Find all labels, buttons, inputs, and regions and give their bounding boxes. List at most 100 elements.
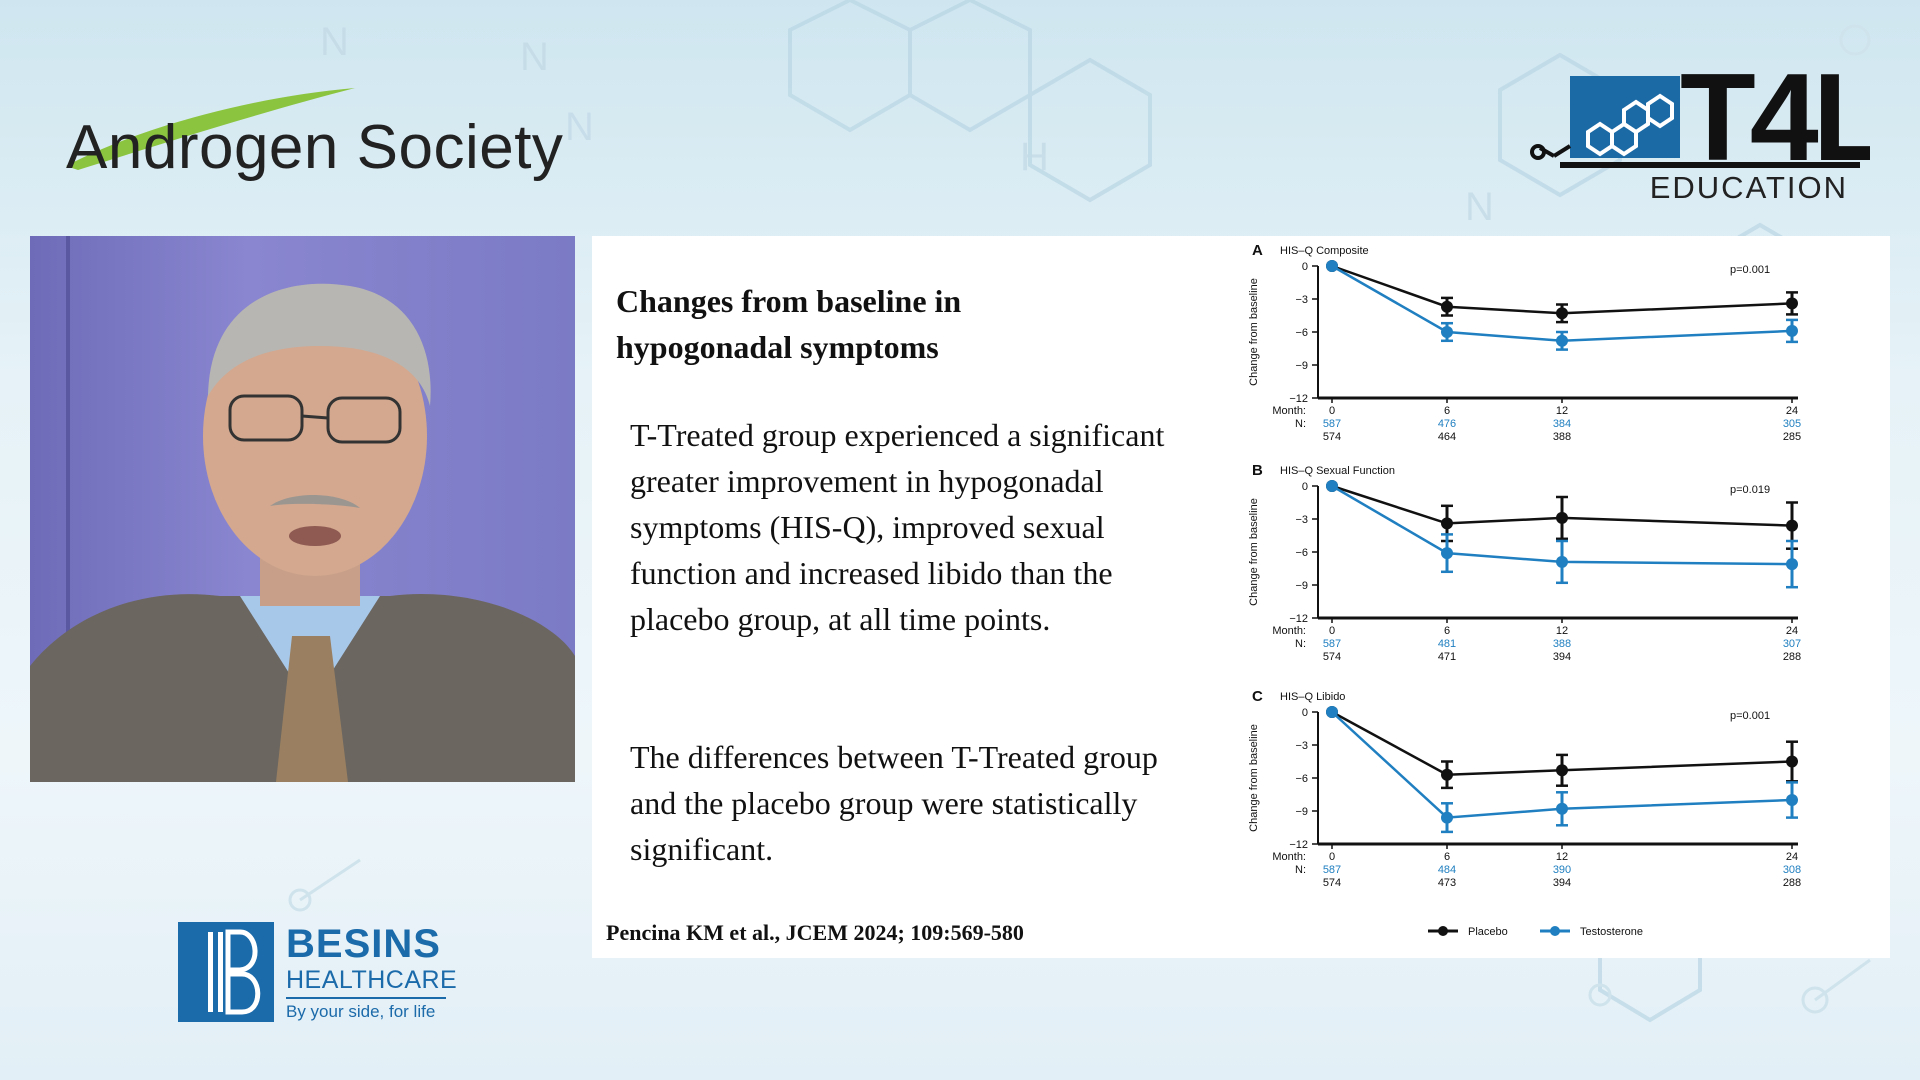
placebo-series-line <box>1331 484 1793 527</box>
speaker-figure <box>30 236 575 782</box>
p-value-label: p=0.001 <box>1730 710 1770 722</box>
slide-reference: Pencina KM et al., JCEM 2024; 109:569-58… <box>606 920 1024 945</box>
testosterone-data-point <box>1441 547 1453 560</box>
y-tick-label: −6 <box>1295 327 1308 339</box>
testosterone-data-point <box>1326 260 1338 272</box>
n-placebo-label: 574 <box>1323 651 1341 663</box>
testosterone-data-point <box>1556 802 1568 815</box>
panel-letter: B <box>1252 462 1263 479</box>
placebo-data-point <box>1786 297 1798 310</box>
his-q-charts: A HIS–Q Composite p=0.001 Change from basel… <box>1248 242 1801 938</box>
testosterone-legend-label: Testosterone <box>1580 926 1643 938</box>
n-placebo-label: 388 <box>1553 431 1571 443</box>
testosterone-data-point <box>1786 794 1798 806</box>
x-axis-prefix: Month: <box>1272 851 1306 863</box>
n-placebo-label: 285 <box>1783 431 1801 443</box>
placebo-data-point <box>1786 755 1798 768</box>
t4l-mark: T4L <box>1530 49 1891 187</box>
panel-letter: C <box>1252 688 1263 705</box>
slide-paragraph-2: The differences between T-Treated group … <box>630 739 1158 867</box>
placebo-data-point <box>1556 764 1568 777</box>
n-testosterone-label: 384 <box>1553 418 1571 430</box>
chart-panel-c: C HIS–Q Libido p=0.001 Change from baseline… <box>1248 688 1801 889</box>
n-testosterone-label: 481 <box>1438 638 1456 650</box>
testosterone-legend-marker <box>1550 926 1560 936</box>
besins-healthcare-logo: BESINS HEALTHCARE By your side, for life <box>178 922 458 1026</box>
n-testosterone-label: 305 <box>1783 418 1801 430</box>
x-tick-label: 0 <box>1329 405 1335 417</box>
testosterone-data-point <box>1556 334 1568 347</box>
besins-mark <box>178 922 274 1022</box>
x-tick-label: 6 <box>1444 851 1450 863</box>
svg-text:N: N <box>565 105 594 149</box>
besins-name: BESINS <box>286 922 441 966</box>
placebo-series-line <box>1331 264 1793 315</box>
y-tick-label: −9 <box>1295 580 1308 592</box>
chart-panel-b: B HIS–Q Sexual Function p=0.019 Change from… <box>1248 462 1801 663</box>
chart-legend: Placebo Testosterone <box>1428 926 1643 938</box>
y-tick-label: 0 <box>1302 707 1308 719</box>
n-testosterone-label: 587 <box>1323 638 1341 650</box>
svg-text:N: N <box>1465 185 1494 229</box>
n-prefix: N: <box>1295 638 1306 650</box>
x-tick-label: 12 <box>1556 851 1568 863</box>
testosterone-data-point <box>1326 480 1338 492</box>
n-testosterone-label: 476 <box>1438 418 1456 430</box>
slide-title: Changes from baseline in hypogonadal sym… <box>616 283 962 365</box>
testosterone-series-line <box>1331 264 1793 343</box>
n-testosterone-label: 390 <box>1553 864 1571 876</box>
swoosh-icon <box>66 88 355 170</box>
n-placebo-label: 394 <box>1553 877 1571 889</box>
n-placebo-label: 464 <box>1438 431 1456 443</box>
x-tick-label: 24 <box>1786 851 1798 863</box>
y-axis-label: Change from baseline <box>1248 724 1260 832</box>
presentation-slide: Changes from baseline in hypogonadal sym… <box>592 236 1890 958</box>
svg-text:N: N <box>320 20 349 64</box>
y-tick-label: −12 <box>1289 393 1308 405</box>
x-axis-prefix: Month: <box>1272 625 1306 637</box>
androgen-society-name: Androgen Society <box>66 113 564 182</box>
androgen-society-logo: Androgen Society <box>60 80 580 190</box>
placebo-data-point <box>1556 307 1568 320</box>
chart-title: HIS–Q Composite <box>1280 245 1369 257</box>
y-axis-label: Change from baseline <box>1248 278 1260 386</box>
y-tick-label: −6 <box>1295 773 1308 785</box>
n-placebo-label: 574 <box>1323 877 1341 889</box>
x-tick-label: 24 <box>1786 405 1798 417</box>
placebo-legend-marker <box>1438 926 1448 936</box>
chart-title: HIS–Q Sexual Function <box>1280 465 1395 477</box>
testosterone-data-point <box>1786 558 1798 571</box>
testosterone-data-point <box>1556 555 1568 568</box>
t4l-education-logo: T4L EDUCATION <box>1530 49 1891 212</box>
y-tick-label: −9 <box>1295 360 1308 372</box>
n-placebo-label: 574 <box>1323 431 1341 443</box>
speaker-video <box>30 236 575 782</box>
testosterone-data-point <box>1441 326 1453 338</box>
x-tick-label: 6 <box>1444 625 1450 637</box>
y-tick-label: −3 <box>1295 740 1308 752</box>
placebo-data-point <box>1441 517 1453 530</box>
testosterone-series-line <box>1331 484 1793 566</box>
n-placebo-label: 394 <box>1553 651 1571 663</box>
n-testosterone-label: 587 <box>1323 864 1341 876</box>
n-testosterone-label: 388 <box>1553 638 1571 650</box>
n-testosterone-label: 308 <box>1783 864 1801 876</box>
y-tick-label: −9 <box>1295 806 1308 818</box>
panel-letter: A <box>1252 242 1263 259</box>
n-placebo-label: 473 <box>1438 877 1456 889</box>
n-prefix: N: <box>1295 418 1306 430</box>
testosterone-data-point <box>1441 811 1453 824</box>
x-tick-label: 12 <box>1556 625 1568 637</box>
chart-title: HIS–Q Libido <box>1280 691 1345 703</box>
besins-divider <box>286 997 446 999</box>
x-tick-label: 12 <box>1556 405 1568 417</box>
y-tick-label: −6 <box>1295 547 1308 559</box>
t4l-education-label: EDUCATION <box>1649 170 1848 205</box>
n-placebo-label: 288 <box>1783 877 1801 889</box>
besins-subtitle: HEALTHCARE <box>286 966 458 994</box>
x-axis-prefix: Month: <box>1272 405 1306 417</box>
testosterone-data-point <box>1786 324 1798 337</box>
x-tick-label: 0 <box>1329 625 1335 637</box>
n-placebo-label: 471 <box>1438 651 1456 663</box>
